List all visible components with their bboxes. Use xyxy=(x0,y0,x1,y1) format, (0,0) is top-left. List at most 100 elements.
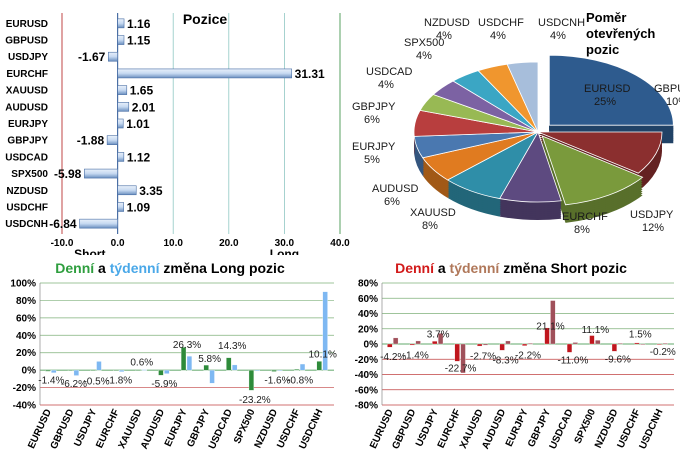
short-change-panel: Denní a týdenní změna Short pozic -80% -60… xyxy=(342,257,680,450)
long-change-bar-gbpusd-s0 xyxy=(67,369,74,372)
x-tick-label: 40.0 xyxy=(330,238,350,249)
pie-pct-gbpjpy: 6% xyxy=(364,114,380,126)
short-change-bar-eurusd-s0 xyxy=(387,343,393,348)
pie-pct-eurchf: 8% xyxy=(574,224,590,236)
pie-title-line: Poměr xyxy=(586,10,626,25)
short-change-bar-usdjpy-s0 xyxy=(432,341,438,345)
long-change-y-tick-label: 100% xyxy=(10,279,36,290)
long-change-data-label-gbpusd: -6.2% xyxy=(61,379,87,390)
short-change-title: Denní a týdenní změna Short pozic xyxy=(395,260,627,276)
pie-pct-nzdusd: 4% xyxy=(436,30,452,42)
long-change-data-label-usdcnh: 10.1% xyxy=(309,350,337,361)
long-change-bar-chart: Denní a týdenní změna Long pozic -40% -20%… xyxy=(10,260,337,450)
long-change-data-label-usdchf: -0.8% xyxy=(287,376,313,387)
short-change-bar-xauusd-s0 xyxy=(477,343,483,347)
category-label-nzdusd: NZDUSD xyxy=(6,186,48,197)
long-change-category-label-spx500: SPX500 xyxy=(232,407,258,445)
bar-nzdusd xyxy=(117,185,137,196)
category-label-eurjpy: EURJPY xyxy=(8,119,48,130)
bar-eurchf xyxy=(117,68,292,79)
x-tick-label: 30.0 xyxy=(275,238,295,249)
bar-gbpusd xyxy=(117,35,125,45)
long-change-title: Denní a týdenní změna Long pozic xyxy=(55,260,285,276)
pie-title-line: otevřených xyxy=(586,26,655,41)
value-label-usdcad: 1.12 xyxy=(127,150,151,164)
short-change-data-label-audusd: -8.3% xyxy=(492,355,518,366)
pie-pct-usdchf: 4% xyxy=(490,30,506,42)
bar-eurusd xyxy=(117,18,125,29)
long-change-y-tick-label: 60% xyxy=(16,313,36,324)
long-change-bar-audusd-s0 xyxy=(158,369,164,376)
short-change-bar-chart: Denní a týdenní změna Short pozic -80% -60… xyxy=(355,260,676,450)
short-change-bar-eurjpy-s0 xyxy=(522,343,528,346)
bar-usdjpy xyxy=(108,51,118,62)
long-change-data-label-spx500: -23.2% xyxy=(239,395,271,406)
category-label-usdjpy: USDJPY xyxy=(8,52,48,63)
short-change-bar-gbpjpy-s0 xyxy=(544,327,550,345)
long-change-bar-xauusd-s1 xyxy=(141,369,147,371)
long-change-bar-xauusd-s0 xyxy=(135,369,141,372)
short-change-bar-xauusd-s1 xyxy=(482,343,489,346)
bar-audusd xyxy=(117,102,130,112)
short-change-data-label-gbpusd: -1.4% xyxy=(403,351,429,362)
pie-label-eurjpy: EURJPY xyxy=(352,141,396,153)
short-change-data-label-xauusd: -2.7% xyxy=(470,351,496,362)
long-change-y-tick-label: 20% xyxy=(16,348,36,359)
short-change-y-tick-label: 60% xyxy=(358,294,378,305)
short-change-data-label-usdchf: 1.5% xyxy=(629,329,652,340)
long-change-bar-gbpjpy-s0 xyxy=(203,364,209,371)
value-label-eurjpy: 1.01 xyxy=(126,117,150,131)
positions-chart-title: Pozice xyxy=(183,11,228,27)
long-change-bar-eurusd-s0 xyxy=(45,369,51,372)
short-change-data-label-eurjpy: -2.2% xyxy=(515,351,541,362)
long-change-title-part: a xyxy=(94,260,110,276)
pie-label-gbpjpy: GBPJPY xyxy=(352,101,396,113)
bar-spx500 xyxy=(84,168,118,179)
pie-pct-gbpusd: 10% xyxy=(666,96,680,108)
pie-pct-usdcnh: 4% xyxy=(550,30,566,42)
pie-slice-gbpusd xyxy=(537,131,663,174)
long-change-data-label-eurjpy: 26.3% xyxy=(173,340,201,351)
positions-bar-chart: Pozice -10.0 0.0 10.0 20.0 30.0 40.0 EURUSD 1.16… xyxy=(5,11,350,255)
pie-label-audusd: AUDUSD xyxy=(372,183,419,195)
pie-label-usdcnh: USDCNH xyxy=(538,17,585,29)
short-change-data-label-usdcad: -11.0% xyxy=(557,355,588,366)
short-change-bar-usdchf-s0 xyxy=(634,342,640,345)
pie-slice-eurusd xyxy=(548,54,674,126)
long-change-title-part: změna Long pozic xyxy=(160,260,285,276)
short-change-y-tick-label: -40% xyxy=(355,370,378,381)
long-change-y-tick-label: -40% xyxy=(13,401,36,412)
long-change-y-tick-label: -20% xyxy=(13,383,36,394)
short-change-title-part: změna Short pozic xyxy=(499,260,627,276)
short-change-title-part: Denní xyxy=(395,260,435,276)
category-label-gbpjpy: GBPJPY xyxy=(7,136,48,147)
short-change-bar-usdcnh-s1 xyxy=(662,343,668,345)
bar-gbpjpy xyxy=(106,135,118,145)
long-change-bar-eurchf-s0 xyxy=(113,369,119,372)
long-change-bar-usdcad-s0 xyxy=(226,357,232,371)
bar-usdcad xyxy=(117,152,125,162)
long-change-bar-eurjpy-s0 xyxy=(180,347,187,371)
pie-slice-usdcnh xyxy=(506,61,539,133)
category-label-eurchf: EURCHF xyxy=(6,69,48,80)
short-change-bar-spx500-s0 xyxy=(589,335,595,345)
pie-pct-spx500: 4% xyxy=(416,50,432,62)
value-label-usdjpy: -1.67 xyxy=(78,50,106,64)
pie-label-usdcad: USDCAD xyxy=(366,66,413,78)
long-change-data-label-eurusd: -1.4% xyxy=(38,376,64,387)
short-change-y-tick-label: 40% xyxy=(358,309,378,320)
short-label: Short xyxy=(74,247,105,255)
long-change-panel: Denní a týdenní změna Long pozic -40% -20%… xyxy=(0,257,340,450)
value-label-usdchf: 1.09 xyxy=(127,200,151,214)
value-label-eurusd: 1.16 xyxy=(127,17,151,31)
category-label-usdcnh: USDCNH xyxy=(5,219,48,230)
long-change-data-label-audusd: -5.9% xyxy=(151,379,177,390)
bar-usdcnh xyxy=(79,218,118,229)
long-change-y-tick-label: 80% xyxy=(16,296,36,307)
pie-pct-eurjpy: 5% xyxy=(364,154,380,166)
value-label-xauusd: 1.65 xyxy=(130,84,154,98)
short-change-y-tick-label: -80% xyxy=(355,401,378,412)
short-change-bar-spx500-s1 xyxy=(595,340,601,345)
short-change-bar-usdjpy-s1 xyxy=(438,333,444,345)
long-change-data-label-eurchf: -1.8% xyxy=(106,376,132,387)
